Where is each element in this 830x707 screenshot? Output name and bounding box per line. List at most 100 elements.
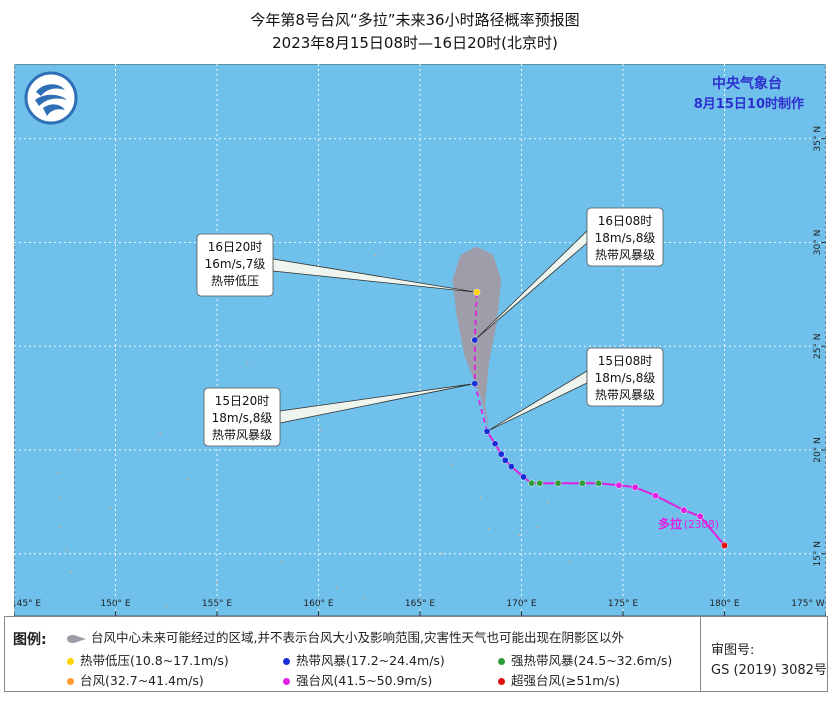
callout-box bbox=[586, 347, 664, 407]
island-mark bbox=[59, 525, 62, 528]
island-mark bbox=[518, 533, 521, 537]
legend-label: 图例: bbox=[13, 632, 47, 648]
callout-line: 18m/s,8级 bbox=[595, 231, 656, 245]
legend-item-superty: 超强台风(≥51m/s) bbox=[498, 670, 620, 689]
track-point bbox=[595, 479, 603, 487]
agency-name: 中央气象台 bbox=[712, 75, 782, 92]
track-point bbox=[652, 492, 659, 500]
lon-tick-label: 170° E bbox=[506, 599, 537, 609]
issue-time: 8月15日10时制作 bbox=[694, 96, 804, 112]
callout-box bbox=[586, 207, 664, 267]
island-mark bbox=[215, 581, 219, 584]
islands bbox=[57, 253, 673, 607]
island-mark bbox=[65, 548, 68, 551]
island-mark bbox=[319, 428, 322, 431]
graticule bbox=[14, 64, 826, 616]
track-point bbox=[497, 450, 505, 458]
callout-line: 热带低压 bbox=[211, 274, 259, 288]
legend: 图例: 台风中心未来可能经过的区域,并不表示台风大小及影响范围,灾害性天气也可能… bbox=[4, 616, 828, 692]
callout-line: 18m/s,8级 bbox=[595, 371, 656, 385]
typhoon-name-label: 多拉 (2308) bbox=[658, 516, 719, 531]
island-mark bbox=[479, 496, 482, 499]
legend-cone: 台风中心未来可能经过的区域,并不表示台风大小及影响范围,灾害性天气也可能出现在阴… bbox=[65, 627, 624, 646]
track-point bbox=[520, 473, 527, 481]
track-point bbox=[471, 380, 479, 388]
island-mark bbox=[429, 600, 432, 603]
lat-tick-label: 20° N bbox=[813, 437, 823, 463]
island-mark bbox=[59, 496, 62, 499]
callout-line: 热带风暴级 bbox=[212, 428, 272, 442]
island-mark bbox=[362, 596, 365, 599]
legend-item-td: 热带低压(10.8~17.1m/s) bbox=[67, 650, 229, 669]
lon-tick-label: 180° E bbox=[709, 599, 740, 609]
island-mark bbox=[670, 523, 673, 526]
track-point bbox=[501, 456, 509, 464]
island-mark bbox=[441, 552, 444, 555]
island-mark bbox=[108, 506, 111, 510]
legend-item-ts: 热带风暴(17.2~24.4m/s) bbox=[283, 650, 445, 669]
lon-tick-label: 150° E bbox=[100, 599, 131, 609]
review-box: 审图号: GS (2019) 3082号 bbox=[700, 617, 828, 691]
island-mark bbox=[280, 560, 284, 564]
sty-dot-icon bbox=[283, 678, 290, 685]
lon-tick-label: 175° W bbox=[791, 599, 825, 609]
track-point bbox=[528, 479, 536, 487]
lon-tick-label: 155° E bbox=[202, 599, 233, 609]
callout-line: 15日08时 bbox=[598, 354, 653, 368]
island-mark bbox=[374, 253, 377, 257]
superty-dot-icon bbox=[498, 678, 505, 685]
lon-tick-label: 145° E bbox=[14, 599, 41, 609]
island-mark bbox=[487, 527, 491, 530]
callout-box bbox=[196, 233, 274, 297]
track-point bbox=[578, 479, 586, 487]
map-subtitle: 2023年8月15日08时—16日20时(北京时) bbox=[272, 34, 558, 52]
callout-line: 18m/s,8级 bbox=[212, 411, 273, 425]
island-mark bbox=[451, 463, 454, 466]
callout-box bbox=[203, 387, 281, 447]
track-point bbox=[631, 483, 639, 491]
lon-tick-label: 175° E bbox=[608, 599, 639, 609]
track-point bbox=[491, 440, 499, 448]
legend-item-sts: 强热带风暴(24.5~32.6m/s) bbox=[498, 650, 672, 669]
map-title: 今年第8号台风“多拉”未来36小时路径概率预报图 bbox=[250, 11, 580, 29]
island-mark bbox=[159, 432, 162, 435]
island-mark bbox=[536, 525, 539, 528]
typhoon-map: 145° E 150° E 155° E 160° E 165° E 170° E 175°… bbox=[14, 64, 826, 616]
island-mark bbox=[165, 604, 168, 607]
legend-item-sty: 强台风(41.5~50.9m/s) bbox=[283, 670, 432, 689]
lon-tick-label: 165° E bbox=[405, 599, 436, 609]
track-point bbox=[680, 506, 688, 514]
lat-tick-label: 35° N bbox=[813, 126, 823, 152]
island-mark bbox=[546, 500, 549, 503]
island-mark bbox=[246, 361, 249, 364]
td-dot-icon bbox=[67, 658, 74, 665]
track-point bbox=[536, 479, 544, 487]
axis-ticks: 145° E 150° E 155° E 160° E 165° E 170° E 175°… bbox=[14, 126, 826, 616]
ty-dot-icon bbox=[67, 678, 74, 685]
sts-dot-icon bbox=[498, 658, 505, 665]
lat-tick-label: 15° N bbox=[813, 541, 823, 567]
track-point bbox=[471, 336, 479, 344]
lat-tick-label: 30° N bbox=[813, 230, 823, 256]
track-point bbox=[696, 512, 704, 520]
callout-line: 热带风暴级 bbox=[595, 388, 655, 402]
track-points bbox=[471, 288, 728, 549]
island-mark bbox=[187, 477, 190, 481]
annotation-callouts: 16日20时16m/s,7级热带低压16日08时18m/s,8级热带风暴级15日… bbox=[196, 207, 664, 447]
review-number: GS (2019) 3082号 bbox=[711, 663, 827, 678]
callout-line: 15日20时 bbox=[215, 394, 270, 408]
track-point bbox=[507, 463, 515, 471]
callout-line: 热带风暴级 bbox=[595, 248, 655, 262]
track-point bbox=[721, 541, 728, 549]
callout-line: 16m/s,7级 bbox=[205, 257, 266, 271]
track-point bbox=[483, 427, 491, 435]
island-mark bbox=[69, 571, 72, 574]
track-point bbox=[473, 288, 481, 296]
review-label: 审图号: bbox=[711, 643, 755, 658]
track-point bbox=[554, 479, 562, 487]
island-mark bbox=[77, 448, 81, 452]
ts-dot-icon bbox=[283, 658, 290, 665]
island-mark bbox=[57, 471, 60, 474]
track-point bbox=[615, 481, 623, 489]
lon-tick-label: 160° E bbox=[303, 599, 334, 609]
